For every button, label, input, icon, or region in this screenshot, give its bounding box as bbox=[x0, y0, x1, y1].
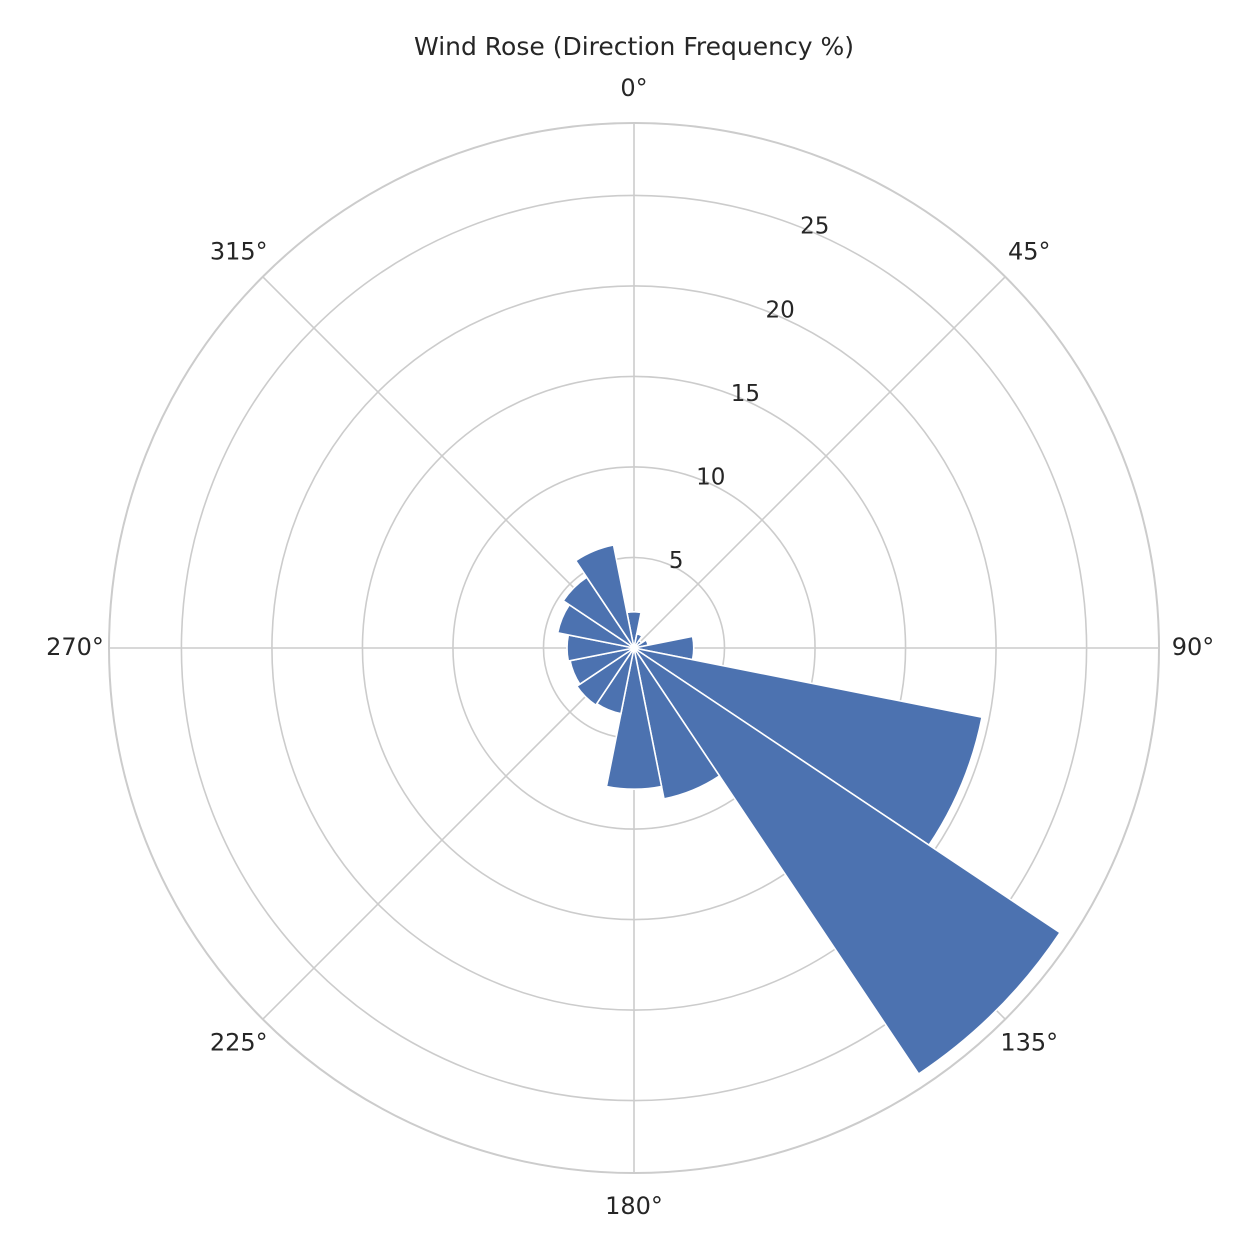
angular-tick-label-270: 270° bbox=[46, 633, 104, 661]
angular-tick-label-0: 0° bbox=[620, 74, 647, 102]
bar-direction-112-5 bbox=[633, 647, 983, 847]
bar-direction-135 bbox=[633, 647, 1062, 1076]
bar-direction-337-5 bbox=[574, 544, 635, 649]
radial-tick-labels: 5 10 15 20 25 bbox=[669, 214, 830, 575]
angular-tick-label-135: 135° bbox=[1000, 1028, 1058, 1056]
bar-direction-225 bbox=[575, 647, 635, 707]
chart-title: Wind Rose (Direction Frequency %) bbox=[414, 32, 854, 61]
spoke-45 bbox=[633, 276, 1006, 649]
angular-tick-label-225: 225° bbox=[210, 1028, 268, 1056]
radial-tick-label-25: 25 bbox=[800, 214, 829, 240]
angular-tick-label-90: 90° bbox=[1172, 633, 1215, 661]
angular-tick-label-180: 180° bbox=[605, 1192, 663, 1220]
radial-tick-label-5: 5 bbox=[669, 548, 684, 574]
spoke-225 bbox=[262, 647, 635, 1020]
angular-tick-label-45: 45° bbox=[1008, 238, 1051, 266]
bar-direction-157-5 bbox=[633, 647, 721, 800]
radial-tick-label-20: 20 bbox=[765, 297, 794, 323]
wind-frequency-bars bbox=[556, 544, 1062, 1076]
angular-tick-labels: 0° 45° 90° 135° 180° 225° 270° 315° bbox=[46, 74, 1214, 1220]
spoke-315 bbox=[262, 276, 635, 649]
bar-direction-180 bbox=[605, 647, 663, 791]
radial-tick-label-15: 15 bbox=[731, 381, 760, 407]
angular-tick-label-315: 315° bbox=[210, 238, 268, 266]
outer-boundary-ring bbox=[108, 122, 1160, 1174]
radial-tick-label-10: 10 bbox=[696, 465, 725, 491]
